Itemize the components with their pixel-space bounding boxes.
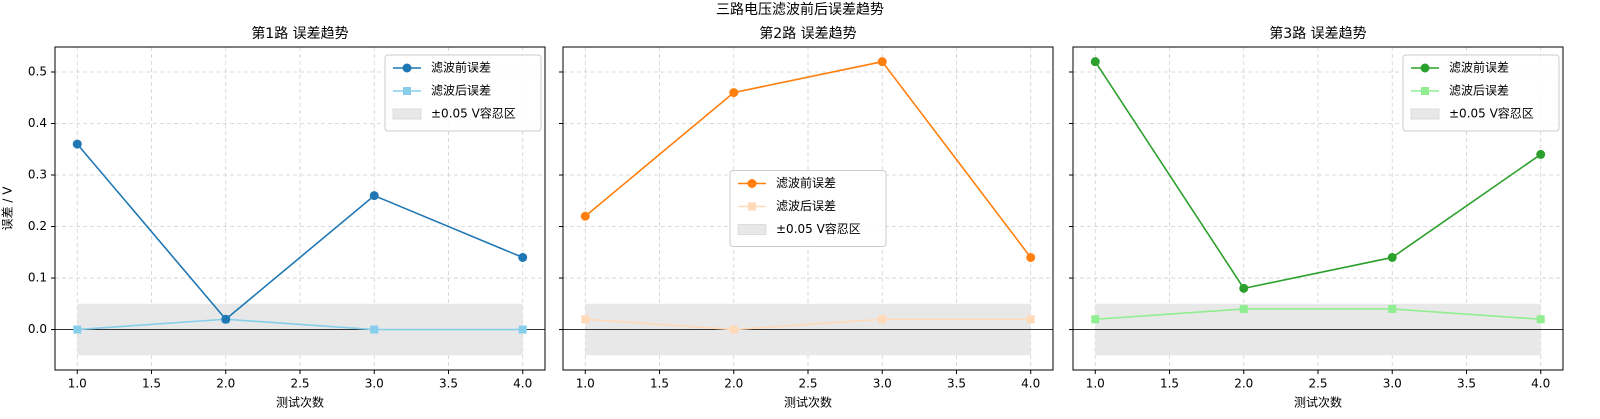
data-point <box>73 325 82 334</box>
legend-label: ±0.05 V容忍区 <box>1449 106 1534 121</box>
x-tick-label: 1.5 <box>650 377 669 391</box>
legend-marker <box>1420 63 1430 73</box>
data-point <box>729 325 738 334</box>
series-line <box>585 318 1031 331</box>
series-line <box>77 318 523 331</box>
data-point <box>580 211 590 221</box>
y-tick-label: 0.4 <box>28 116 47 130</box>
legend-patch <box>737 224 767 235</box>
x-tick-label: 1.5 <box>142 377 161 391</box>
figure-title: 三路电压滤波前后误差趋势 <box>716 1 884 18</box>
axes-title: 第3路 误差趋势 <box>1269 25 1366 42</box>
legend-patch <box>1410 108 1440 120</box>
axes-title: 第1路 误差趋势 <box>251 25 348 42</box>
x-tick-label: 2.0 <box>724 377 743 391</box>
x-tick-label: 4.0 <box>1021 377 1040 391</box>
legend-box <box>1402 54 1560 132</box>
series-line <box>1095 308 1541 321</box>
legend-marker <box>402 63 412 73</box>
legend-marker <box>403 87 411 95</box>
x-tick-label: 3.0 <box>365 377 384 391</box>
data-point <box>370 325 379 334</box>
data-point <box>1536 149 1546 159</box>
legend-label: 滤波后误差 <box>776 199 836 213</box>
data-point <box>581 315 590 324</box>
data-point <box>221 314 231 324</box>
legend-box <box>729 170 887 247</box>
legend-patch <box>392 108 422 120</box>
data-point <box>72 139 82 149</box>
x-tick-label: 1.0 <box>576 377 595 391</box>
legend-marker <box>1421 87 1429 95</box>
x-tick-label: 3.5 <box>439 377 458 391</box>
data-point <box>1239 304 1248 313</box>
series-line <box>584 60 1032 258</box>
data-point <box>729 88 739 98</box>
y-tick-label: 0.2 <box>28 219 47 233</box>
data-point <box>1090 57 1100 67</box>
x-tick-label: 2.5 <box>290 377 309 391</box>
legend-label: ±0.05 V容忍区 <box>776 221 861 236</box>
legend-box <box>384 54 542 132</box>
axes-frame <box>562 46 1054 371</box>
x-tick-label: 4.0 <box>513 377 532 391</box>
y-axis-label: 误差 / V <box>1 186 15 231</box>
data-point <box>1239 283 1249 293</box>
axes-title: 第2路 误差趋势 <box>759 25 856 42</box>
x-tick-label: 4.0 <box>1531 377 1550 391</box>
x-tick-label: 2.5 <box>798 377 817 391</box>
data-point <box>369 191 379 201</box>
legend-label: 滤波后误差 <box>431 84 491 98</box>
x-tick-label: 1.5 <box>1160 377 1179 391</box>
data-point <box>1388 304 1397 313</box>
axes-frame <box>1072 46 1564 371</box>
x-tick-label: 1.0 <box>1086 377 1105 391</box>
data-point <box>518 325 527 334</box>
series-line <box>1094 61 1542 290</box>
x-tick-label: 3.5 <box>1457 377 1476 391</box>
legend-marker <box>748 202 756 211</box>
x-axis-label: 测试次数 <box>1294 395 1342 410</box>
legend-label: 滤波后误差 <box>1449 84 1509 98</box>
series-line <box>76 143 524 321</box>
data-point <box>518 252 528 262</box>
data-point <box>1026 315 1035 324</box>
x-tick-label: 1.0 <box>68 377 87 391</box>
legend-marker <box>747 179 757 188</box>
data-point <box>1536 315 1545 324</box>
x-axis-label: 测试次数 <box>276 395 324 410</box>
legend-label: 滤波前误差 <box>431 60 491 75</box>
x-tick-label: 3.5 <box>947 377 966 391</box>
y-tick-label: 0.3 <box>28 168 47 182</box>
axes-frame <box>54 46 546 371</box>
x-tick-label: 3.0 <box>873 377 892 391</box>
x-tick-label: 3.0 <box>1383 377 1402 391</box>
legend-label: 滤波前误差 <box>776 175 836 190</box>
y-tick-label: 0.1 <box>28 271 47 285</box>
data-point <box>1091 315 1100 324</box>
data-point <box>1387 252 1397 262</box>
y-tick-label: 0.5 <box>28 64 47 78</box>
y-tick-label: 0.0 <box>28 322 47 336</box>
data-point <box>878 315 887 324</box>
x-tick-label: 2.5 <box>1308 377 1327 391</box>
legend-label: ±0.05 V容忍区 <box>431 106 516 121</box>
data-point <box>877 57 887 67</box>
legend-label: 滤波前误差 <box>1449 60 1509 75</box>
x-axis-label: 测试次数 <box>784 395 832 410</box>
x-tick-label: 2.0 <box>1234 377 1253 391</box>
data-point <box>1026 252 1036 262</box>
x-tick-label: 2.0 <box>216 377 235 391</box>
